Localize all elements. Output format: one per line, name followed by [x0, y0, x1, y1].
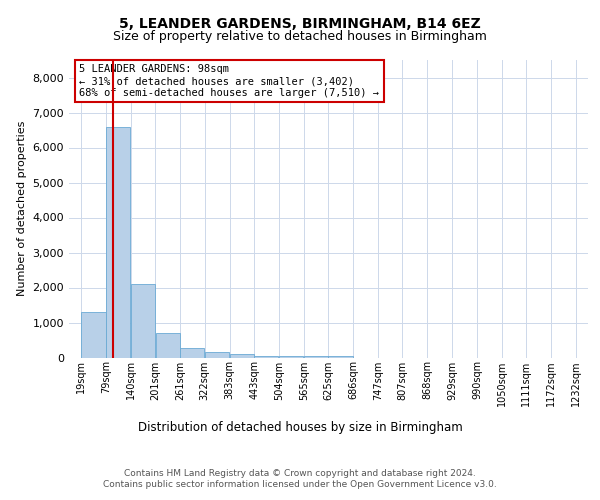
Text: Contains public sector information licensed under the Open Government Licence v3: Contains public sector information licen… — [103, 480, 497, 489]
Text: 5 LEANDER GARDENS: 98sqm
← 31% of detached houses are smaller (3,402)
68% of sem: 5 LEANDER GARDENS: 98sqm ← 31% of detach… — [79, 64, 379, 98]
Text: 5, LEANDER GARDENS, BIRMINGHAM, B14 6EZ: 5, LEANDER GARDENS, BIRMINGHAM, B14 6EZ — [119, 18, 481, 32]
Bar — [304, 356, 328, 358]
Text: Contains HM Land Registry data © Crown copyright and database right 2024.: Contains HM Land Registry data © Crown c… — [124, 469, 476, 478]
Bar — [180, 348, 204, 358]
Bar — [82, 312, 106, 358]
Bar — [230, 354, 254, 358]
Bar — [279, 356, 304, 358]
Bar — [254, 356, 278, 358]
Text: Distribution of detached houses by size in Birmingham: Distribution of detached houses by size … — [137, 421, 463, 434]
Bar — [205, 352, 229, 358]
Bar — [131, 284, 155, 358]
Bar — [328, 356, 353, 358]
Y-axis label: Number of detached properties: Number of detached properties — [17, 121, 27, 296]
Bar — [106, 126, 130, 358]
Text: Size of property relative to detached houses in Birmingham: Size of property relative to detached ho… — [113, 30, 487, 43]
Bar — [155, 333, 180, 357]
